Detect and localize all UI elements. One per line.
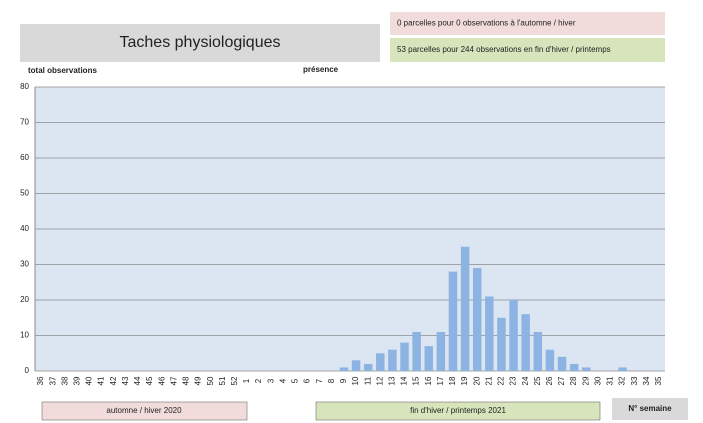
- x-tick-label: 44: [133, 376, 142, 385]
- x-tick-label: 26: [545, 376, 554, 385]
- x-tick-label: 23: [509, 376, 518, 385]
- bar: [509, 300, 518, 371]
- x-tick-label: 40: [85, 376, 94, 385]
- x-tick-label: 15: [412, 376, 421, 385]
- x-tick-label: 9: [339, 378, 348, 383]
- x-tick-label: 8: [327, 378, 336, 383]
- bar: [618, 367, 627, 371]
- x-tick-label: 29: [581, 376, 590, 385]
- x-tick-label: 37: [48, 376, 57, 385]
- x-tick-label: 35: [654, 376, 663, 385]
- y-axis-label: total observations: [28, 66, 97, 75]
- bar: [582, 367, 591, 371]
- x-tick-label: 31: [606, 376, 615, 385]
- x-tick-label: 6: [303, 378, 312, 383]
- y-tick-label: 10: [20, 331, 29, 340]
- annotation: 53 parcelles pour 244 observations en fi…: [397, 45, 611, 54]
- y-tick-label: 80: [20, 82, 29, 91]
- x-tick-label: 19: [460, 376, 469, 385]
- bar: [412, 331, 421, 371]
- x-tick-label: 11: [363, 376, 372, 385]
- x-tick-label: 43: [121, 376, 130, 385]
- x-tick-label: 25: [533, 376, 542, 385]
- bar: [400, 342, 409, 371]
- x-tick-label: 10: [351, 376, 360, 385]
- bar: [436, 331, 446, 371]
- x-tick-label: 46: [157, 376, 166, 385]
- x-tick-label: 30: [593, 376, 602, 385]
- bar: [497, 317, 506, 371]
- y-tick-label: 50: [20, 189, 29, 198]
- x-tick-label: 33: [630, 376, 639, 385]
- period-box: [41, 401, 248, 421]
- x-tick-label: 1: [242, 378, 251, 383]
- x-tick-label: 41: [97, 376, 106, 385]
- bar: [351, 360, 361, 371]
- x-tick-label: 50: [206, 376, 215, 385]
- bar: [472, 268, 482, 371]
- y-tick-label: 60: [20, 153, 29, 162]
- x-tick-label: 3: [266, 378, 275, 383]
- bar: [569, 363, 579, 371]
- x-axis-label-box: [612, 398, 688, 420]
- x-tick-label: 28: [569, 376, 578, 385]
- period-label: fin d'hiver / printemps 2021: [410, 406, 506, 415]
- y-tick-label: 20: [20, 295, 29, 304]
- x-tick-label: 34: [642, 376, 651, 385]
- chart-title: Taches physiologiques: [120, 34, 281, 51]
- x-tick-label: 47: [169, 376, 178, 385]
- x-tick-label: 12: [375, 376, 384, 385]
- x-tick-label: 24: [521, 376, 530, 385]
- bar: [545, 349, 555, 371]
- legend-entry: présence: [303, 65, 339, 74]
- x-tick-label: 52: [230, 376, 239, 385]
- x-tick-label: 20: [472, 376, 481, 385]
- x-tick-label: 5: [291, 378, 300, 383]
- x-tick-label: 36: [36, 376, 45, 385]
- x-tick-label: 39: [73, 376, 82, 385]
- x-tick-label: 32: [618, 376, 627, 385]
- bar: [363, 363, 373, 371]
- bar: [557, 356, 567, 371]
- x-tick-label: 7: [315, 378, 324, 383]
- annotation: 0 parcelles pour 0 observations à l'auto…: [397, 19, 576, 28]
- period-label: automne / hiver 2020: [106, 406, 182, 415]
- x-tick-label: 51: [218, 376, 227, 385]
- x-tick-label: 49: [194, 376, 203, 385]
- annotation-box: [390, 12, 665, 35]
- bar: [448, 271, 458, 371]
- bar: [485, 296, 494, 371]
- bar: [460, 246, 470, 371]
- bar: [388, 349, 397, 371]
- x-tick-label: 17: [436, 376, 445, 385]
- y-tick-label: 0: [25, 366, 30, 375]
- x-tick-label: 4: [278, 378, 287, 383]
- y-tick-label: 40: [20, 224, 29, 233]
- period-box: [315, 401, 601, 421]
- x-tick-label: 2: [254, 378, 263, 383]
- bar: [424, 346, 433, 371]
- x-tick-label: 13: [388, 376, 397, 385]
- y-tick-label: 30: [20, 260, 29, 269]
- x-tick-label: 14: [400, 376, 409, 385]
- x-axis-label: N° semaine: [628, 404, 672, 413]
- x-tick-label: 38: [60, 376, 69, 385]
- bar: [339, 367, 349, 371]
- x-tick-label: 48: [182, 376, 191, 385]
- y-tick-label: 70: [20, 118, 29, 127]
- bar: [533, 331, 543, 371]
- title-box: [20, 24, 380, 62]
- x-tick-label: 22: [497, 376, 506, 385]
- x-tick-label: 45: [145, 376, 154, 385]
- x-tick-label: 42: [109, 376, 118, 385]
- bar: [376, 353, 385, 371]
- x-tick-label: 18: [448, 376, 457, 385]
- x-tick-label: 27: [557, 376, 566, 385]
- x-tick-label: 16: [424, 376, 433, 385]
- x-tick-label: 21: [484, 376, 493, 385]
- annotation-box: [390, 38, 665, 62]
- bar: [521, 314, 530, 371]
